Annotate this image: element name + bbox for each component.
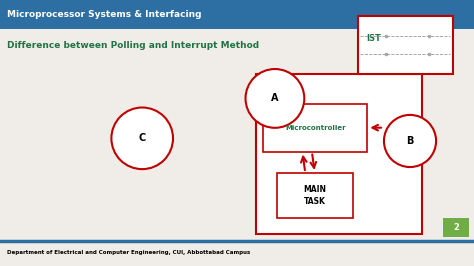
Text: Difference between Polling and Interrupt Method: Difference between Polling and Interrupt… [7,41,259,50]
Bar [443,218,469,237]
Bar [256,74,422,234]
Text: Department of Electrical and Computer Engineering, CUI, Abbottabad Campus: Department of Electrical and Computer En… [7,250,250,255]
Bar [358,16,453,74]
Text: Microcontroller: Microcontroller [285,125,346,131]
Bar [0,0,474,29]
Bar [277,173,353,218]
Text: A: A [271,93,279,103]
Text: 2: 2 [454,223,459,232]
Ellipse shape [111,107,173,169]
Ellipse shape [384,115,436,167]
Text: C: C [138,133,146,143]
Bar [263,104,367,152]
Text: IST: IST [366,34,381,43]
Text: Microprocessor Systems & Interfacing: Microprocessor Systems & Interfacing [7,10,201,19]
Ellipse shape [246,69,304,128]
Text: B: B [406,136,414,146]
Text: MAIN
TASK: MAIN TASK [304,185,327,206]
